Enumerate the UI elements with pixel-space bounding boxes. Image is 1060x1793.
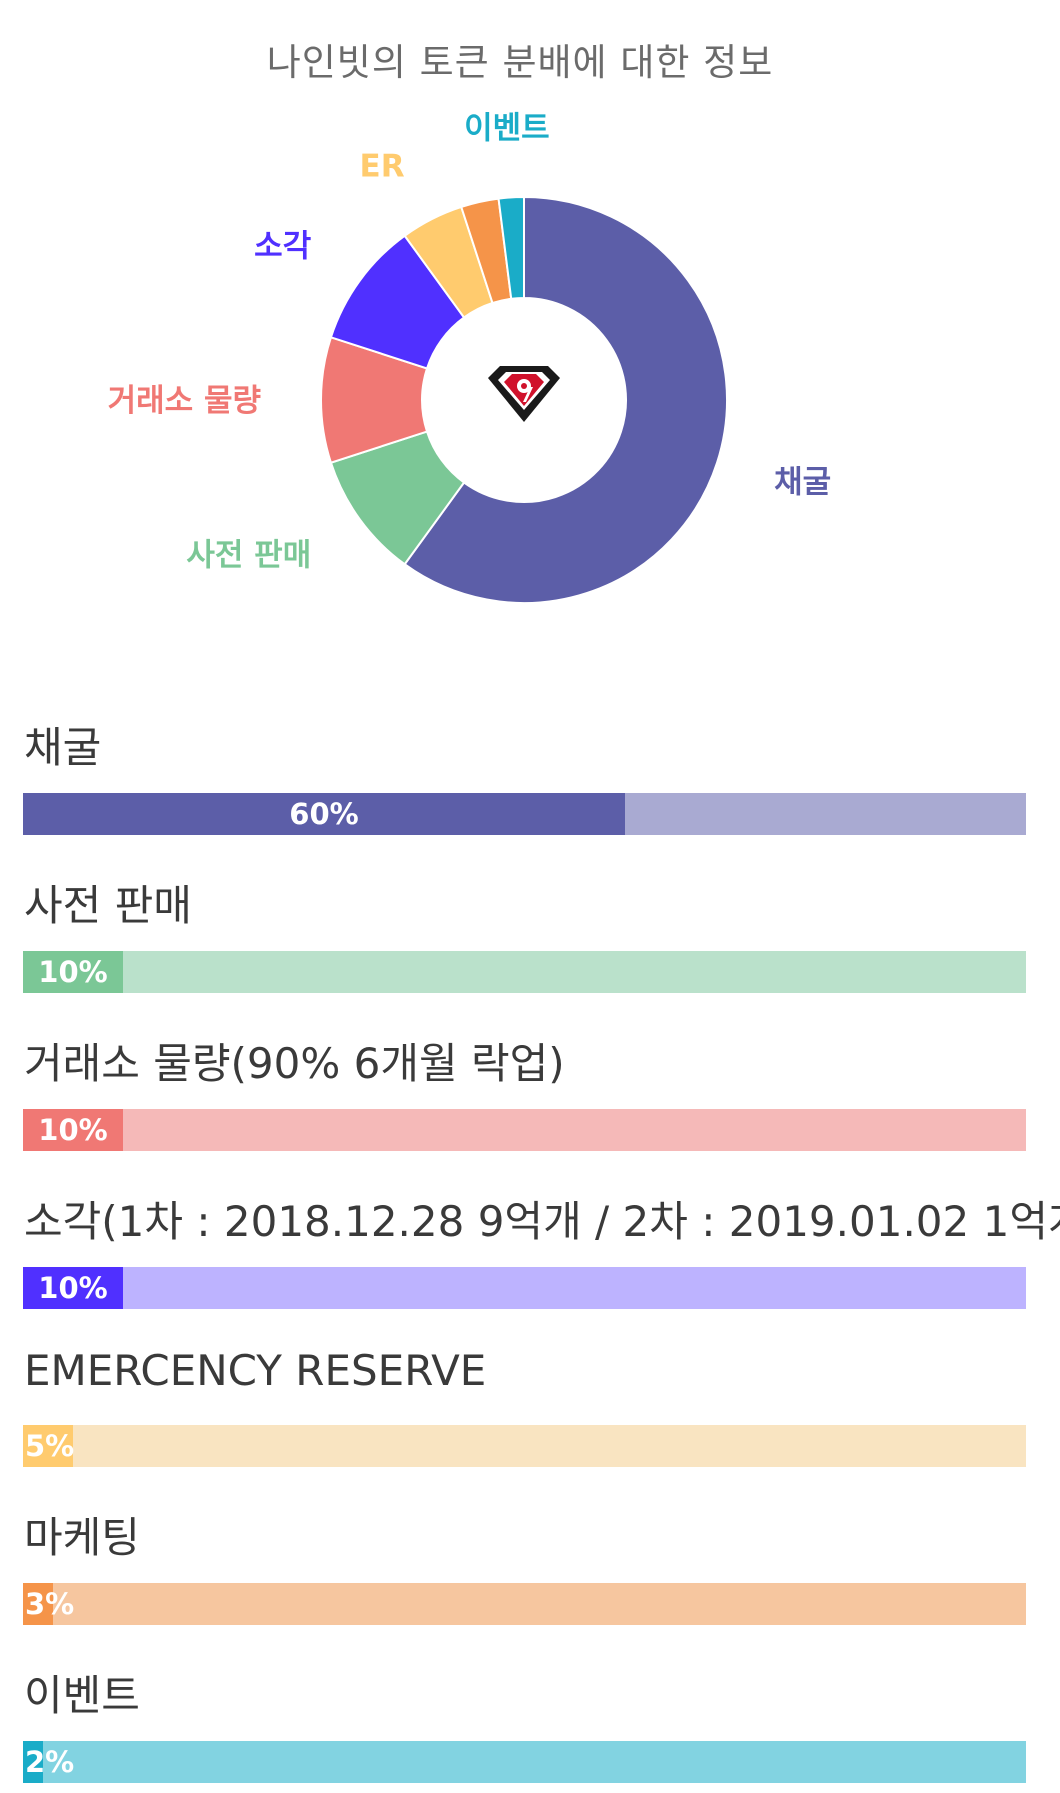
item-title-1: 채굴: [24, 723, 102, 772]
donut-slice-1: [403, 195, 728, 604]
slice-label-4: 소각: [254, 228, 311, 264]
progress-bar-4: 10%: [23, 1267, 1026, 1309]
progress-bar-3: 10%: [23, 1109, 1026, 1151]
item-title-4: 소각(1차 : 2018.12.28 9억개 / 2차 : 2019.01.02…: [24, 1197, 1060, 1246]
progress-label-3: 10%: [38, 1113, 108, 1147]
progress-label-4: 10%: [38, 1271, 108, 1305]
donut-slices: [320, 195, 728, 604]
slice-label-5: ER: [360, 149, 405, 185]
page-title: 나인빗의 토큰 분배에 대한 정보: [266, 41, 774, 84]
nine-diamond-logo: [488, 366, 560, 422]
slice-label-7: 이벤트: [464, 111, 550, 147]
item-title-7: 이벤트: [24, 1671, 140, 1720]
donut-slice-7: [497, 195, 525, 300]
progress-label-1: 60%: [289, 797, 359, 831]
progress-label-7: 2%: [25, 1745, 75, 1779]
item-title-2: 사전 판매: [24, 881, 192, 930]
item-title-5: EMERCENCY RESERVE: [24, 1346, 487, 1395]
slice-label-1: 채굴: [774, 464, 831, 500]
progress-fill-1: [23, 793, 625, 835]
slice-label-2: 사전 판매: [186, 538, 311, 574]
progress-fill-5: [23, 1425, 73, 1467]
progress-label-2: 10%: [38, 955, 108, 989]
item-title-6: 마케팅: [24, 1513, 140, 1562]
progress-fill-3: [23, 1109, 123, 1151]
progress-fill-2: [23, 951, 123, 993]
progress-fill-4: [23, 1267, 123, 1309]
progress-bar-2: 10%: [23, 951, 1026, 993]
progress-bar-1: 60%: [23, 793, 1026, 835]
progress-label-6: 3%: [25, 1587, 75, 1621]
progress-fill-6: [23, 1583, 53, 1625]
progress-bar-5: 5%: [23, 1425, 1026, 1467]
item-title-3: 거래소 물량(90% 6개월 락업): [24, 1039, 565, 1088]
progress-bar-7: 2%: [23, 1741, 1026, 1783]
progress-label-5: 5%: [25, 1429, 75, 1463]
progress-fill-7: [23, 1741, 43, 1783]
progress-bar-6: 3%: [23, 1583, 1026, 1625]
slice-label-3: 거래소 물량: [108, 383, 261, 419]
